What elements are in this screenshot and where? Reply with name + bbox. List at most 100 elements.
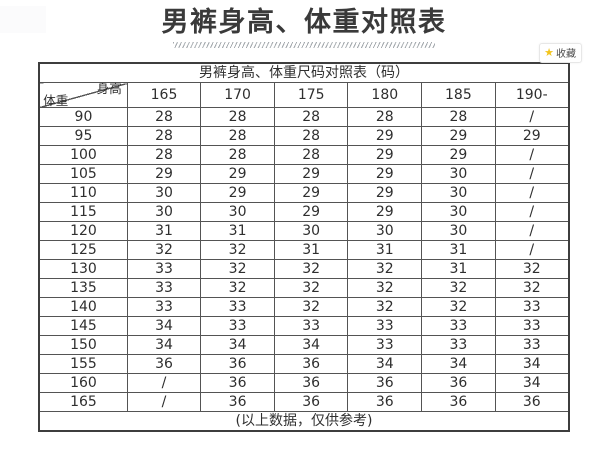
size-value-cell: 33	[347, 335, 423, 355]
diagonal-corner-cell: 身高 体重	[38, 82, 128, 108]
table-footer-note: (以上数据，仅供参考)	[38, 411, 570, 432]
size-value-cell: 33	[494, 316, 570, 336]
column-header: 185	[421, 82, 496, 108]
size-value-cell: 28	[347, 107, 423, 127]
size-value-cell: 29	[494, 126, 570, 146]
size-value-cell: 36	[200, 373, 275, 393]
height-axis-label: 身高	[96, 82, 122, 96]
size-value-cell: 28	[273, 145, 349, 165]
weight-cell: 125	[38, 240, 128, 260]
table-caption: 男裤身高、体重尺码对照表（码）	[38, 62, 570, 83]
size-value-cell: 28	[126, 107, 202, 127]
size-value-cell: /	[126, 392, 202, 412]
table-row: 110 30 29 29 29 30/	[38, 183, 570, 203]
table-row: 100 28 28 28 29 29/	[38, 145, 570, 165]
favorite-button[interactable]: ★ 收藏	[539, 43, 582, 63]
size-value-cell: 31	[273, 240, 349, 260]
size-value-cell: 32	[273, 297, 349, 317]
size-value-cell: 33	[494, 335, 570, 355]
table-row: 160/36 36 36 36 34	[38, 373, 570, 393]
weight-cell: 160	[38, 373, 128, 393]
page-title: 男裤身高、体重对照表	[161, 7, 447, 38]
size-value-cell: 32	[273, 278, 349, 298]
size-value-cell: 29	[200, 183, 275, 203]
size-value-cell: 32	[126, 240, 202, 260]
size-value-cell: 29	[421, 126, 496, 146]
table-row: 165/36 36 36 36 36	[38, 392, 570, 412]
size-value-cell: 28	[421, 107, 496, 127]
size-value-cell: 33	[200, 297, 275, 317]
size-value-cell: 31	[421, 240, 496, 260]
weight-cell: 140	[38, 297, 128, 317]
size-value-cell: 28	[200, 145, 275, 165]
size-value-cell: /	[494, 107, 570, 127]
size-value-cell: /	[494, 240, 570, 260]
size-value-cell: 32	[200, 259, 275, 279]
size-value-cell: 34	[494, 373, 570, 393]
size-value-cell: 36	[347, 373, 423, 393]
scan-artifact	[0, 6, 46, 33]
size-value-cell: 28	[200, 126, 275, 146]
size-value-cell: 36	[494, 392, 570, 412]
column-header-row: 身高 体重 165 170 175 180 185 190-	[38, 82, 570, 108]
size-value-cell: 33	[494, 297, 570, 317]
size-value-cell: 30	[421, 221, 496, 241]
size-value-cell: 29	[347, 183, 423, 203]
weight-cell: 145	[38, 316, 128, 336]
size-value-cell: 30	[126, 183, 202, 203]
table-row: 125 32 32 31 31 31/	[38, 240, 570, 260]
size-value-cell: 36	[200, 392, 275, 412]
size-value-cell: 33	[126, 278, 202, 298]
size-value-cell: /	[494, 164, 570, 184]
weight-axis-label: 体重	[43, 93, 69, 108]
size-value-cell: 28	[200, 107, 275, 127]
table-row: 95 28 28 28 29 29 29	[38, 126, 570, 146]
size-value-cell: 34	[273, 335, 349, 355]
size-value-cell: 29	[347, 202, 423, 222]
size-value-cell: 32	[347, 278, 423, 298]
size-value-cell: /	[494, 183, 570, 203]
size-value-cell: 34	[126, 335, 202, 355]
table-row: 90 28 28 28 28 28/	[38, 107, 570, 127]
table-row: 140 33 33 32 32 32 33	[38, 297, 570, 317]
size-value-cell: 36	[421, 373, 496, 393]
size-value-cell: 31	[200, 221, 275, 241]
size-value-cell: 36	[347, 392, 423, 412]
table-row: 130 33 32 32 32 31 32	[38, 259, 570, 279]
weight-cell: 95	[38, 126, 128, 146]
weight-cell: 105	[38, 164, 128, 184]
size-value-cell: 31	[126, 221, 202, 241]
table-row: 155 36 36 36 34 34 34	[38, 354, 570, 374]
size-value-cell: 33	[273, 316, 349, 336]
size-value-cell: /	[126, 373, 202, 393]
size-value-cell: 32	[494, 278, 570, 298]
size-value-cell: 28	[273, 107, 349, 127]
weight-cell: 110	[38, 183, 128, 203]
table-row: 105 29 29 29 29 30/	[38, 164, 570, 184]
size-value-cell: 30	[273, 221, 349, 241]
size-value-cell: 32	[421, 297, 496, 317]
size-value-cell: 31	[347, 240, 423, 260]
size-value-cell: 32	[273, 259, 349, 279]
size-value-cell: 30	[126, 202, 202, 222]
size-value-cell: 32	[200, 278, 275, 298]
size-value-cell: 28	[126, 126, 202, 146]
size-value-cell: 34	[200, 335, 275, 355]
weight-cell: 115	[38, 202, 128, 222]
column-header: 180	[347, 82, 423, 108]
size-value-cell: 33	[421, 335, 496, 355]
size-value-cell: 36	[421, 392, 496, 412]
column-header: 190-	[494, 82, 570, 108]
size-value-cell: 29	[347, 164, 423, 184]
size-value-cell: 29	[126, 164, 202, 184]
column-header: 170	[200, 82, 275, 108]
caption-row: 男裤身高、体重尺码对照表（码）	[38, 62, 570, 83]
size-value-cell: 36	[273, 392, 349, 412]
size-value-cell: 36	[273, 354, 349, 374]
size-value-cell: 36	[200, 354, 275, 374]
size-value-cell: 30	[421, 202, 496, 222]
size-value-cell: 29	[347, 145, 423, 165]
title-hatch-divider	[173, 42, 435, 48]
column-header: 165	[126, 82, 202, 108]
favorite-button-label: 收藏	[556, 49, 576, 60]
